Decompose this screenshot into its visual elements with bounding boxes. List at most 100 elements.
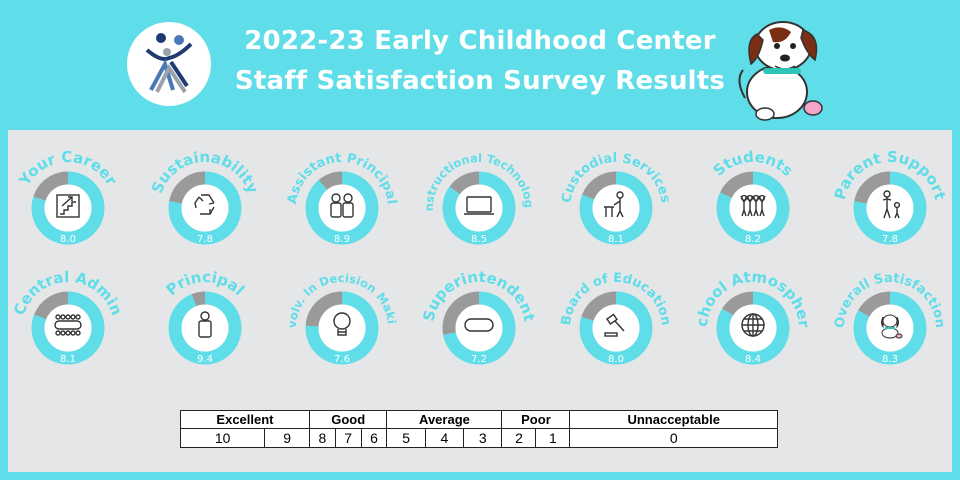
donut-value-label: 8.1 xyxy=(608,234,624,245)
donut-value-label: 8.1 xyxy=(60,354,76,365)
rating-value-10: 10 xyxy=(179,428,266,448)
rating-value-4: 4 xyxy=(424,428,465,448)
rating-value-2: 2 xyxy=(501,428,537,448)
donut-center xyxy=(318,184,366,232)
donut-value-arc xyxy=(579,291,653,365)
donut-remainder-arc xyxy=(33,171,69,202)
logo xyxy=(127,22,211,106)
donut-value-arc xyxy=(853,171,927,245)
rating-scale-groups: Excellent Good Average Poor Unnacceptable xyxy=(180,410,778,429)
donut-value-label: 9.4 xyxy=(197,354,213,365)
donut-value-arc xyxy=(31,171,105,245)
donut-value-arc xyxy=(305,171,379,245)
rating-value-0: 0 xyxy=(569,428,778,448)
rating-group-good: Good xyxy=(308,410,388,429)
donut-center xyxy=(181,184,229,232)
rating-value-3: 3 xyxy=(463,428,503,448)
rating-scale-values: 10 9 8 7 6 5 4 3 2 1 0 xyxy=(179,428,778,448)
rating-value-6: 6 xyxy=(360,428,388,448)
donut-center xyxy=(592,304,640,352)
donut-center xyxy=(455,184,503,232)
donut-title: School Atmosphere xyxy=(8,130,813,329)
donut-value-label: 8.5 xyxy=(471,234,487,245)
meeting-table-icon xyxy=(54,314,82,336)
donut-value-arc xyxy=(579,171,653,245)
parent-child-icon xyxy=(882,190,901,219)
donut-center xyxy=(455,304,503,352)
rating-group-unnacceptable: Unnacceptable xyxy=(569,410,778,429)
donut-school-atmosphere: School Atmosphere 8.4 xyxy=(8,130,813,365)
donut-remainder-arc xyxy=(34,291,69,320)
donut-value-label: 8.2 xyxy=(745,234,761,245)
donut-value-arc xyxy=(853,291,927,365)
person-icon xyxy=(198,311,212,338)
donut-value-arc xyxy=(442,171,516,245)
donut-remainder-arc xyxy=(318,171,343,191)
capsule-icon xyxy=(464,318,494,332)
page-title-line1: 2022-23 Early Childhood Center xyxy=(244,26,716,56)
donut-value-arc xyxy=(168,171,242,245)
people-icon xyxy=(330,193,354,218)
donut-center xyxy=(866,184,914,232)
lightbulb-icon xyxy=(333,312,351,336)
students-icon xyxy=(740,194,766,217)
recycle-icon xyxy=(194,194,215,215)
donut-value-label: 7.8 xyxy=(197,234,213,245)
donut-remainder-arc xyxy=(191,291,206,307)
donut-value-label: 7.8 xyxy=(882,234,898,245)
donut-remainder-arc xyxy=(449,171,480,195)
globe-icon xyxy=(741,313,765,337)
rating-scale-table: Excellent Good Average Poor Unnacceptable 10… xyxy=(179,410,778,448)
rating-value-7: 7 xyxy=(334,428,362,448)
dog-icon xyxy=(881,314,903,339)
donut-remainder-arc xyxy=(722,291,754,316)
custodian-icon xyxy=(604,191,624,218)
header: 2022-23 Early Childhood Center Staff Sat… xyxy=(0,0,960,128)
donut-center xyxy=(44,304,92,352)
donut-center xyxy=(181,304,229,352)
laptop-icon xyxy=(464,196,494,215)
page-title-line2: Staff Satisfaction Survey Results xyxy=(234,66,726,96)
donut-remainder-arc xyxy=(442,291,480,335)
donut-value-arc xyxy=(31,291,105,365)
rating-value-5: 5 xyxy=(386,428,426,448)
rating-scale: Excellent Good Average Poor Unnacceptable 10… xyxy=(179,410,778,448)
donut-value-label: 8.3 xyxy=(882,354,898,365)
rating-group-poor: Poor xyxy=(501,410,571,429)
donut-center xyxy=(729,184,777,232)
donut-value-arc xyxy=(168,291,242,365)
donut-value-arc xyxy=(443,291,516,365)
donut-value-label: 8.9 xyxy=(334,234,350,245)
donut-remainder-arc xyxy=(582,171,617,200)
donut-remainder-arc xyxy=(719,171,754,199)
donut-remainder-arc xyxy=(305,291,343,327)
donut-remainder-arc xyxy=(581,291,617,322)
donut-value-label: 7.2 xyxy=(471,354,487,365)
rating-group-average: Average xyxy=(386,410,503,429)
donut-value-label: 8.4 xyxy=(745,354,761,365)
donut-center xyxy=(592,184,640,232)
donut-value-label: 7.6 xyxy=(334,354,350,365)
dog-mascot-icon xyxy=(738,21,823,121)
rating-value-9: 9 xyxy=(264,428,310,448)
logo-figures-icon xyxy=(145,33,193,94)
donut-center xyxy=(318,304,366,352)
stairs-icon xyxy=(56,194,80,218)
rating-group-excellent: Excellent xyxy=(180,410,310,429)
results-panel: Your Career 8.0 Sustainability 7.8 Assistant… xyxy=(8,130,952,472)
donut-remainder-arc xyxy=(854,171,891,204)
donut-value-arc xyxy=(305,291,379,365)
donut-value-label: 8.0 xyxy=(608,354,624,365)
rating-value-8: 8 xyxy=(308,428,336,448)
